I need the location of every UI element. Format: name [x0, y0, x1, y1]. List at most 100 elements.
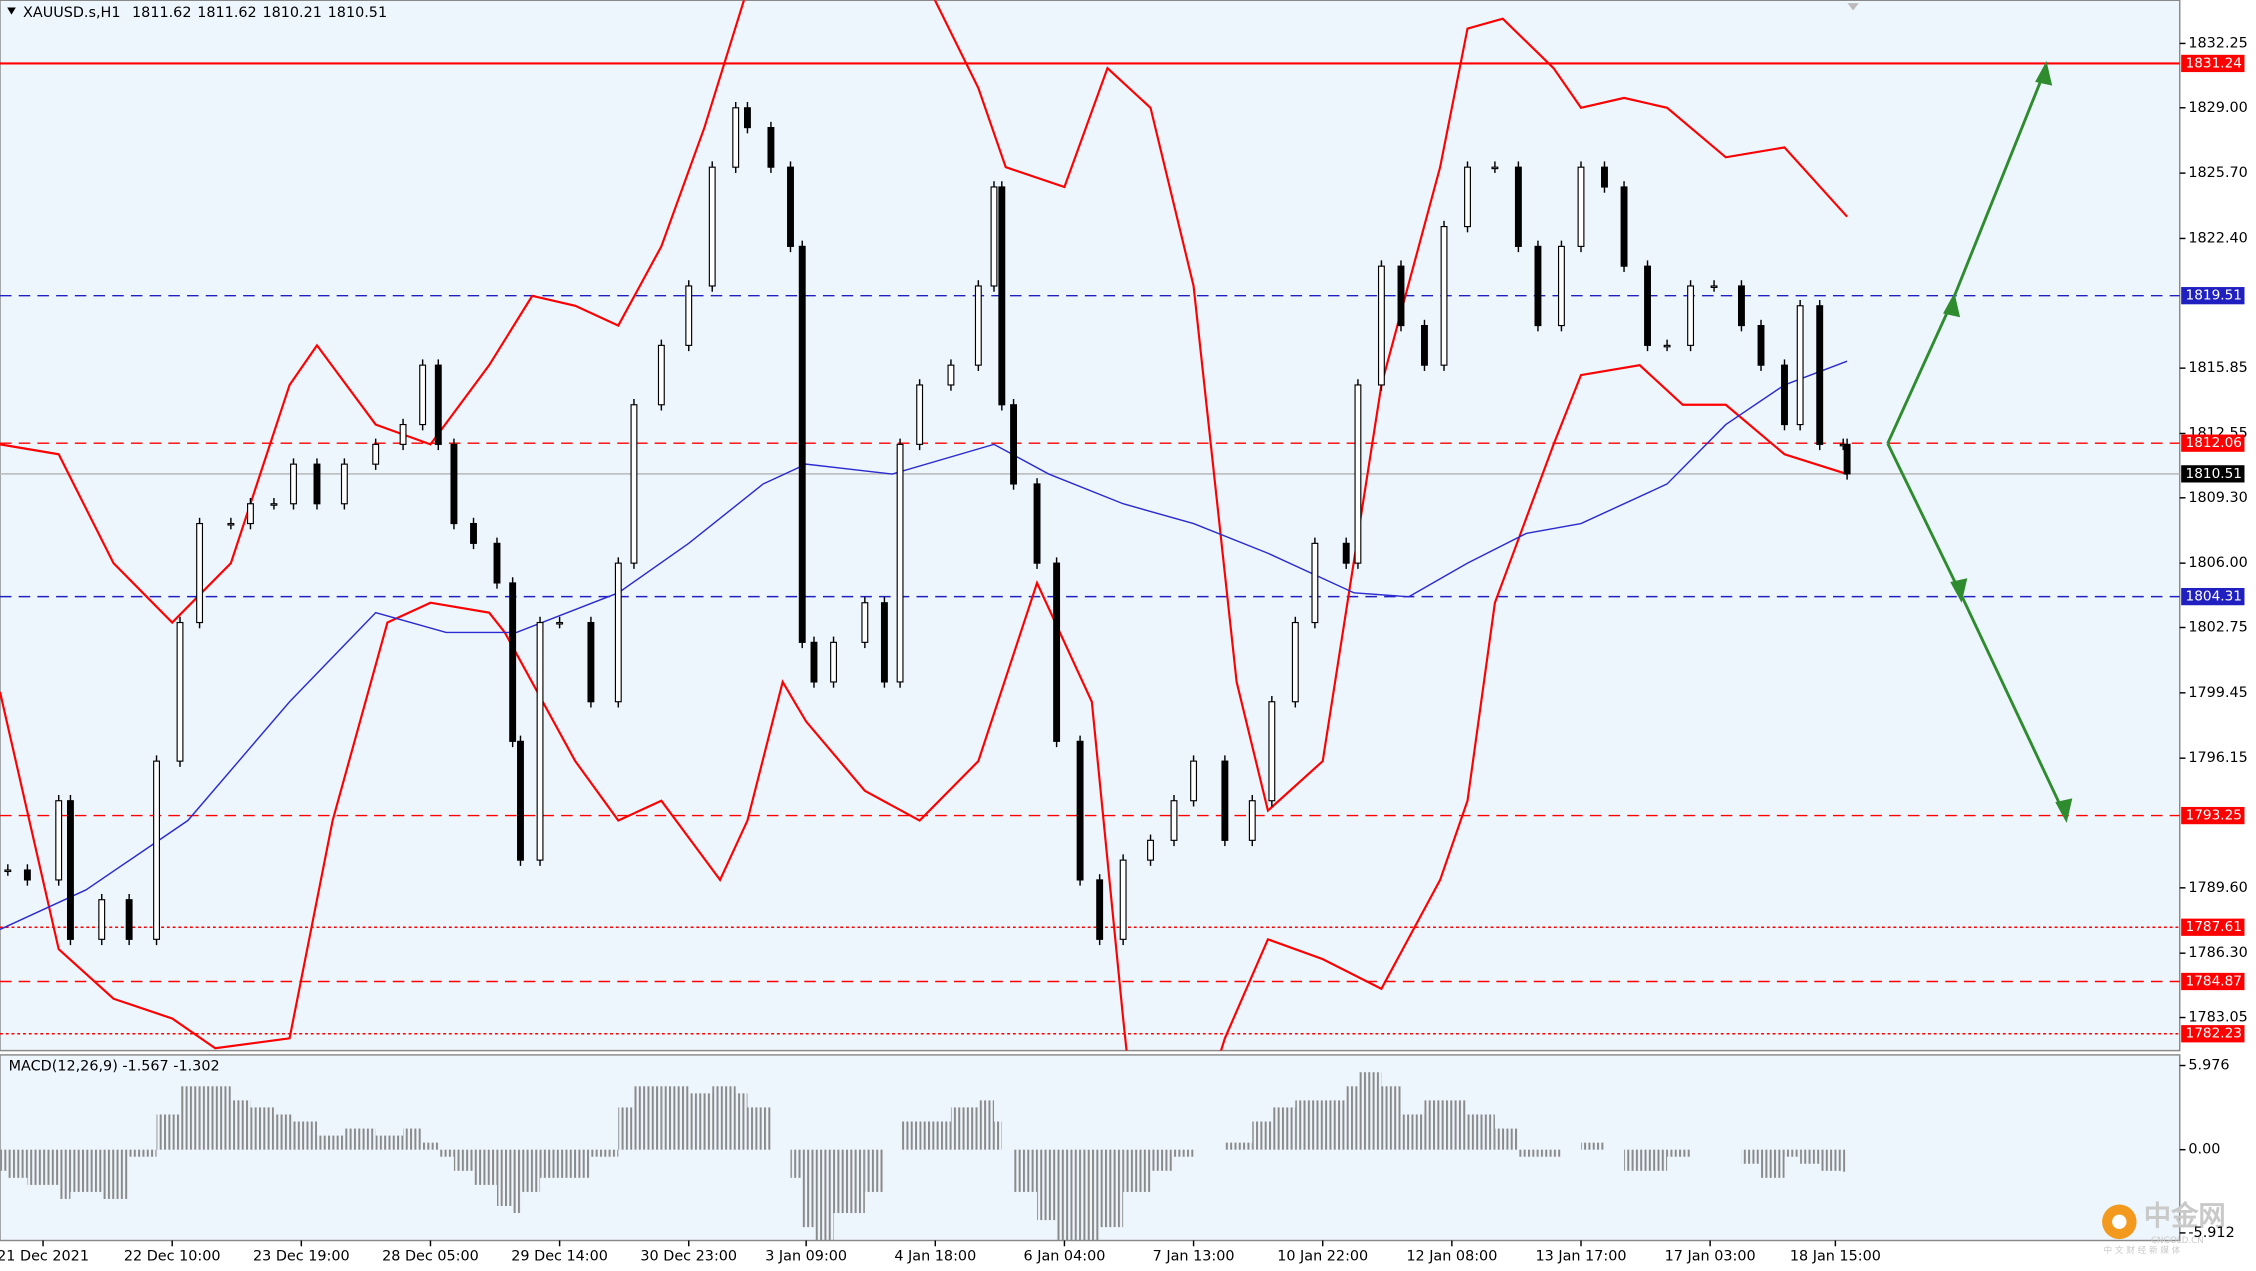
macd-bar [1424, 1100, 1445, 1150]
macd-bar [1381, 1086, 1401, 1150]
macd-bar [1800, 1149, 1820, 1164]
candle-body [1147, 839, 1154, 861]
quote-value: 1811.62 [197, 5, 256, 21]
macd-bar [1357, 1072, 1382, 1150]
macd-bar [900, 1121, 920, 1150]
level-tag [2181, 587, 2245, 606]
macd-bar [559, 1149, 591, 1178]
candle-body [1221, 760, 1229, 841]
candle-body [470, 522, 477, 544]
macd-bar [453, 1149, 474, 1171]
macd-bar [978, 1100, 994, 1150]
candle-body [880, 602, 888, 683]
arrow-head [1950, 578, 1968, 603]
macd-bar [1624, 1149, 1648, 1171]
x-tick-label: 13 Jan 17:00 [1535, 1248, 1626, 1264]
candle-body [1843, 443, 1851, 475]
watermark-logo: 中金网 [2144, 1200, 2226, 1232]
macd-bar [129, 1149, 157, 1157]
y-tick-label: 1786.30 [2188, 945, 2247, 961]
candle-body [1397, 265, 1405, 327]
candle-body [1311, 542, 1319, 624]
macd-bar [375, 1135, 404, 1150]
candle-body [176, 621, 184, 762]
candle-body [419, 364, 427, 426]
macd-tick-label: 5.976 [2188, 1058, 2229, 1074]
y-tick-label: 1789.60 [2188, 880, 2247, 896]
macd-bar [1123, 1149, 1151, 1192]
macd-bar [747, 1107, 771, 1150]
candle-body [587, 621, 595, 703]
candle-body [1737, 285, 1745, 327]
macd-bar [1013, 1149, 1038, 1192]
candle-body [1053, 562, 1061, 742]
macd-bar [833, 1149, 865, 1214]
candle-body [1354, 384, 1362, 564]
macd-bar [633, 1086, 662, 1150]
candle-body [1248, 800, 1256, 841]
level-tag [2181, 54, 2245, 73]
macd-bar [1819, 1149, 1844, 1171]
level-label: 1812.06 [2186, 435, 2242, 451]
macd-bar [1784, 1149, 1801, 1157]
x-tick-label: 29 Dec 14:00 [511, 1248, 608, 1264]
candle-body [1757, 324, 1765, 366]
level-label: 1804.31 [2186, 589, 2242, 605]
macd-bar [1400, 1114, 1425, 1150]
candle-body [1119, 859, 1127, 940]
chart-header: XAUUSD.s,H1 1811.62 1811.62 1810.21 1810.51 [23, 5, 387, 21]
y-tick-label: 1802.75 [2188, 619, 2247, 635]
watermark-slogan: 中 文 财 经 新 媒 体 [2103, 1244, 2180, 1256]
candle-body [1781, 364, 1788, 426]
macd-bar [1346, 1086, 1358, 1150]
watermark-site: CNGOLD.CN [2151, 1236, 2204, 1246]
macd-bar [590, 1149, 619, 1157]
macd-bar [1761, 1149, 1785, 1178]
macd-tick-label: -5.912 [2188, 1225, 2234, 1241]
macd-bar [1056, 1149, 1081, 1241]
candle-body [1096, 879, 1104, 940]
macd-bar [735, 1093, 748, 1150]
candle-body [196, 522, 204, 624]
y-tick-label: 1796.15 [2188, 750, 2247, 766]
macd-bar [1444, 1100, 1468, 1150]
macd-bar [7, 1149, 28, 1178]
macd-bar [512, 1149, 521, 1214]
macd-plot [0, 1072, 1848, 1241]
candle-body [1291, 621, 1299, 703]
level-label: 1810.51 [2186, 466, 2242, 482]
candle-body [536, 621, 544, 861]
y-tick-label: 1783.05 [2188, 1010, 2247, 1026]
level-tag [2181, 972, 2245, 991]
macd-bar [250, 1107, 274, 1150]
macd-bar [1295, 1100, 1315, 1150]
y-tick-label: 1806.00 [2188, 555, 2247, 571]
candle-body [810, 641, 818, 683]
macd-bar [496, 1149, 513, 1207]
candle-body [1644, 265, 1651, 346]
y-tick-label: 1832.25 [2188, 35, 2247, 51]
x-tick-label: 22 Dec 10:00 [124, 1248, 221, 1264]
forecast-arrows [1886, 61, 2073, 823]
x-tick-label: 4 Jan 18:00 [894, 1248, 976, 1264]
x-tick-label: 3 Jan 09:00 [765, 1248, 847, 1264]
candle-body [1557, 245, 1565, 327]
macd-bar [712, 1086, 736, 1150]
macd-bar [438, 1149, 454, 1157]
candle-body [313, 463, 321, 505]
macd-bar [1314, 1100, 1347, 1150]
candle-body [517, 740, 524, 861]
macd-bar [1518, 1149, 1538, 1157]
candle-body [1342, 542, 1350, 564]
candle-body [896, 443, 904, 683]
macd-bar [520, 1149, 541, 1192]
candle-body [450, 443, 458, 525]
candle-body [657, 344, 665, 406]
macd-bar [293, 1121, 317, 1150]
candle-body [55, 800, 63, 881]
macd-bar [27, 1149, 59, 1185]
macd-bar [403, 1128, 423, 1150]
macd-bar [344, 1128, 376, 1150]
macd-bar [58, 1149, 71, 1199]
level-label: 1819.51 [2186, 288, 2242, 304]
